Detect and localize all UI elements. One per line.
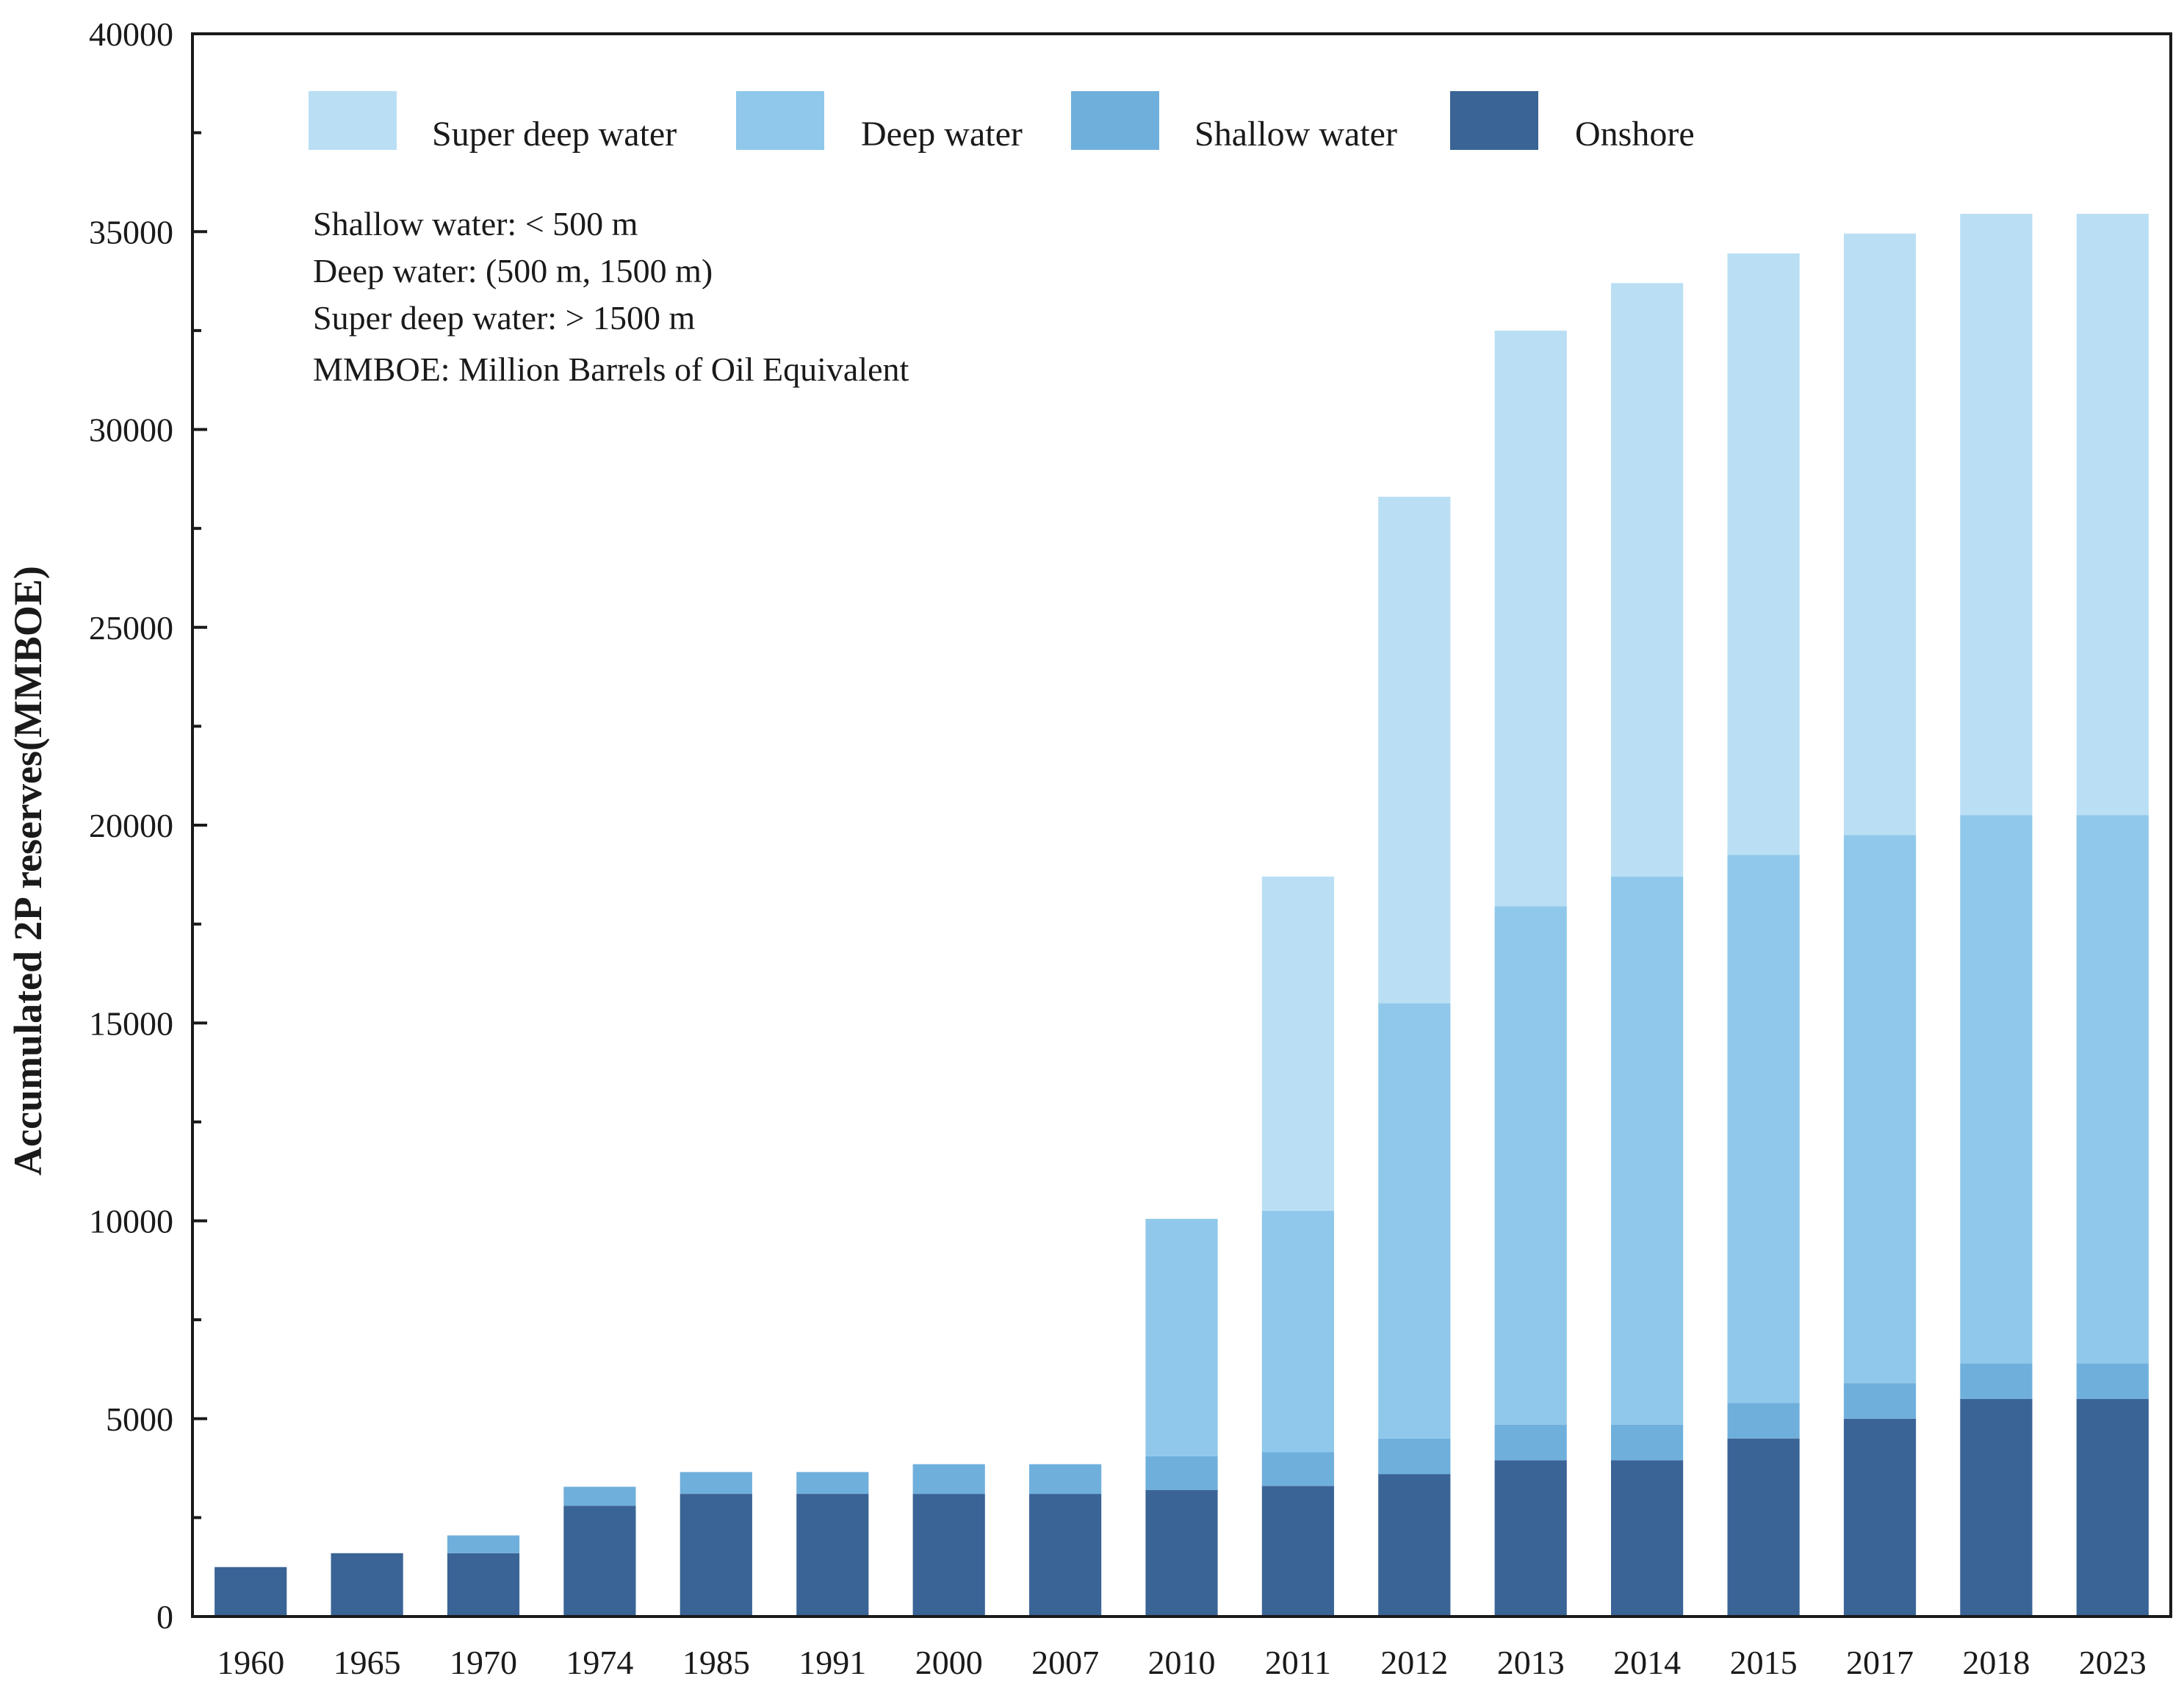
bar-2011-onshore: [1261, 1486, 1334, 1617]
bar-2014-deep-water: [1611, 877, 1684, 1425]
bar-2007-shallow-water: [1029, 1464, 1102, 1495]
bar-2012-deep-water: [1378, 1003, 1451, 1439]
bar-2017-super-deep-water: [1843, 233, 1917, 835]
bar-2023-deep-water: [2076, 815, 2149, 1364]
annotation-line-2: Deep water: (500 m, 1500 m): [313, 252, 713, 290]
bar-2012-super-deep-water: [1378, 497, 1451, 1004]
bar-2011-deep-water: [1261, 1211, 1334, 1453]
bar-1970-onshore: [447, 1553, 520, 1617]
bar-1974-shallow-water: [563, 1486, 636, 1506]
x-tick-label-1970: 1970: [450, 1644, 517, 1681]
x-tick-label-2000: 2000: [915, 1644, 983, 1681]
bar-1991-shallow-water: [796, 1472, 869, 1494]
legend-swatch-super-deep-water: [309, 91, 397, 150]
axes-layer: 1960 1965 1970 1974 1985 1991 2000 2007 2010 2011…: [89, 15, 2172, 1681]
annotation-line-3: Super deep water: > 1500 m: [313, 299, 696, 337]
bar-1974-onshore: [563, 1506, 636, 1617]
bar-2015-super-deep-water: [1727, 253, 1800, 855]
x-tick-label-1974: 1974: [566, 1644, 633, 1681]
bar-2014-super-deep-water: [1611, 283, 1684, 877]
bar-2007-onshore: [1029, 1494, 1102, 1617]
y-tick-label-0: 0: [156, 1598, 173, 1636]
bar-1991-onshore: [796, 1494, 869, 1617]
bar-2010-shallow-water: [1145, 1456, 1218, 1490]
bar-2000-shallow-water: [912, 1464, 985, 1495]
x-tick-label-1960: 1960: [217, 1644, 284, 1681]
x-tick-label-2013: 2013: [1497, 1644, 1565, 1681]
x-tick-label-2015: 2015: [1730, 1644, 1798, 1681]
bar-2023-super-deep-water: [2076, 214, 2149, 816]
legend-label-onshore: Onshore: [1575, 115, 1695, 154]
legend-swatch-onshore: [1450, 91, 1538, 150]
y-tick-label-10000: 10000: [89, 1203, 173, 1240]
annotation-line-1: Shallow water: < 500 m: [313, 205, 638, 242]
bar-2013-deep-water: [1494, 906, 1567, 1425]
bar-2000-onshore: [912, 1494, 985, 1617]
x-tick-label-1965: 1965: [334, 1644, 401, 1681]
bar-2018-shallow-water: [1960, 1363, 2033, 1399]
bars-layer: [215, 214, 2149, 1617]
annotations: Shallow water: < 500 m Deep water: (500 m…: [313, 205, 909, 388]
x-tick-label-2014: 2014: [1613, 1644, 1681, 1681]
y-axis-label: Accumulated 2P reserves(MMBOE): [6, 566, 50, 1176]
bar-2012-onshore: [1378, 1474, 1451, 1617]
bar-1985-onshore: [680, 1494, 752, 1617]
legend-swatch-deep-water: [736, 91, 824, 150]
y-tick-label-30000: 30000: [89, 411, 173, 449]
x-tick-label-1985: 1985: [682, 1644, 750, 1681]
bar-2023-onshore: [2076, 1398, 2149, 1617]
bar-2011-shallow-water: [1261, 1452, 1334, 1486]
x-tick-label-2017: 2017: [1846, 1644, 1914, 1681]
bar-1960-onshore: [215, 1567, 287, 1617]
bar-2014-shallow-water: [1611, 1424, 1684, 1461]
bar-1965-onshore: [331, 1553, 403, 1617]
annotation-line-4: MMBOE: Million Barrels of Oil Equivalent: [313, 350, 909, 388]
bar-2017-deep-water: [1843, 835, 1917, 1384]
bar-2018-onshore: [1960, 1398, 2033, 1617]
bar-1970-shallow-water: [447, 1535, 520, 1553]
x-tick-label-2018: 2018: [1962, 1644, 2030, 1681]
x-tick-label-2010: 2010: [1148, 1644, 1216, 1681]
y-tick-label-15000: 15000: [89, 1004, 173, 1042]
x-tick-label-2011: 2011: [1265, 1644, 1331, 1681]
y-tick-label-40000: 40000: [89, 15, 173, 53]
x-tick-label-1991: 1991: [799, 1644, 866, 1681]
bar-2018-super-deep-water: [1960, 214, 2033, 816]
y-tick-label-5000: 5000: [106, 1400, 173, 1438]
y-tick-label-20000: 20000: [89, 807, 173, 844]
bar-2013-shallow-water: [1494, 1424, 1567, 1461]
bar-2015-onshore: [1727, 1438, 1800, 1617]
x-tick-label-2023: 2023: [2079, 1644, 2147, 1681]
bar-2023-shallow-water: [2076, 1363, 2149, 1399]
bar-2010-deep-water: [1145, 1218, 1218, 1456]
bar-1985-shallow-water: [680, 1472, 752, 1494]
bar-2013-super-deep-water: [1494, 330, 1567, 907]
bar-2014-onshore: [1611, 1460, 1684, 1617]
legend: Super deep water Deep water Shallow water O…: [309, 91, 1695, 154]
bar-2017-shallow-water: [1843, 1383, 1917, 1419]
bar-2011-super-deep-water: [1261, 877, 1334, 1211]
y-tick-label-35000: 35000: [89, 213, 173, 251]
x-tick-label-2012: 2012: [1380, 1644, 1448, 1681]
bar-2018-deep-water: [1960, 815, 2033, 1364]
bar-2015-deep-water: [1727, 855, 1800, 1403]
legend-swatch-shallow-water: [1071, 91, 1159, 150]
legend-label-deep-water: Deep water: [861, 115, 1023, 154]
legend-label-super-deep-water: Super deep water: [432, 115, 677, 154]
bar-2010-onshore: [1145, 1489, 1218, 1617]
y-tick-label-25000: 25000: [89, 609, 173, 647]
bar-2017-onshore: [1843, 1418, 1917, 1617]
legend-label-shallow-water: Shallow water: [1194, 115, 1397, 154]
bar-2012-shallow-water: [1378, 1438, 1451, 1475]
x-tick-label-2007: 2007: [1031, 1644, 1099, 1681]
bar-2015-shallow-water: [1727, 1403, 1800, 1439]
bar-2013-onshore: [1494, 1460, 1567, 1617]
